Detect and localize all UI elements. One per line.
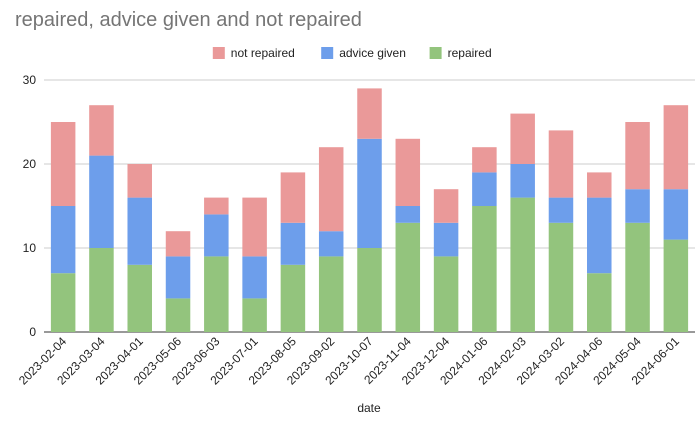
bar-segment-advice-given — [127, 197, 152, 265]
bar-segment-repaired — [127, 264, 152, 332]
y-tick-label: 0 — [29, 325, 36, 339]
bar-segment-repaired — [510, 197, 535, 332]
bar-segment-advice-given — [165, 256, 191, 299]
bar-segment-repaired — [318, 256, 344, 332]
bar-segment-repaired — [204, 256, 229, 332]
bar-segment-repaired — [89, 248, 114, 332]
chart-title: repaired, advice given and not repaired — [15, 9, 362, 31]
bar-segment-not-repaired — [127, 164, 152, 198]
bar-segment-advice-given — [587, 197, 612, 274]
y-tick-label: 20 — [23, 157, 37, 171]
bar-segment-advice-given — [280, 222, 306, 265]
legend-swatch — [212, 47, 225, 59]
legend: not repaired advice given repaired — [212, 46, 492, 60]
bars — [50, 88, 689, 332]
bar-segment-not-repaired — [280, 172, 306, 223]
bar-segment-advice-given — [625, 189, 650, 223]
bar-segment-repaired — [395, 222, 421, 332]
bar-segment-advice-given — [395, 206, 421, 223]
bar-segment-not-repaired — [625, 122, 650, 190]
bar-segment-repaired — [50, 273, 76, 332]
bar-segment-advice-given — [242, 256, 267, 299]
y-tick-label: 10 — [23, 241, 37, 255]
bar-segment-repaired — [165, 298, 191, 332]
bar-segment-not-repaired — [663, 105, 689, 190]
bar-segment-not-repaired — [165, 231, 191, 257]
bar-segment-repaired — [663, 239, 689, 332]
x-axis-ticks: 2023-02-042023-03-042023-04-012023-05-06… — [16, 334, 682, 388]
bar-segment-not-repaired — [318, 147, 344, 232]
bar-segment-repaired — [242, 298, 267, 332]
legend-label: not repaired — [231, 46, 295, 60]
bar-segment-not-repaired — [357, 88, 382, 139]
bar-segment-repaired — [625, 222, 650, 332]
bar-segment-advice-given — [89, 155, 114, 248]
bar-segment-not-repaired — [242, 197, 267, 257]
legend-swatch — [429, 47, 442, 59]
y-tick-label: 30 — [23, 73, 37, 87]
y-axis-ticks: 0 10 20 30 — [23, 73, 37, 339]
bar-segment-not-repaired — [472, 147, 497, 173]
legend-label: advice given — [339, 46, 406, 60]
bar-segment-not-repaired — [510, 113, 535, 164]
bar-segment-advice-given — [50, 206, 76, 274]
bar-segment-advice-given — [548, 197, 574, 223]
bar-segment-repaired — [357, 248, 382, 332]
bar-segment-repaired — [548, 222, 574, 332]
bar-segment-not-repaired — [50, 122, 76, 206]
legend-label: repaired — [448, 46, 492, 60]
x-axis-label: date — [357, 401, 381, 415]
bar-segment-repaired — [433, 256, 459, 332]
bar-segment-not-repaired — [548, 130, 574, 198]
legend-swatch — [321, 47, 334, 59]
bar-segment-not-repaired — [395, 138, 421, 206]
bar-segment-advice-given — [663, 189, 689, 240]
bar-segment-repaired — [472, 206, 497, 332]
bar-segment-repaired — [280, 264, 306, 332]
bar-segment-advice-given — [433, 222, 459, 257]
bar-segment-advice-given — [472, 172, 497, 206]
bar-segment-advice-given — [204, 214, 229, 257]
bar-segment-repaired — [587, 273, 612, 332]
bar-segment-not-repaired — [587, 172, 612, 198]
bar-segment-not-repaired — [89, 105, 114, 156]
bar-segment-advice-given — [357, 138, 382, 248]
bar-segment-not-repaired — [433, 189, 459, 223]
bar-segment-not-repaired — [204, 197, 229, 215]
bar-segment-advice-given — [318, 231, 344, 257]
bar-segment-advice-given — [510, 164, 535, 198]
